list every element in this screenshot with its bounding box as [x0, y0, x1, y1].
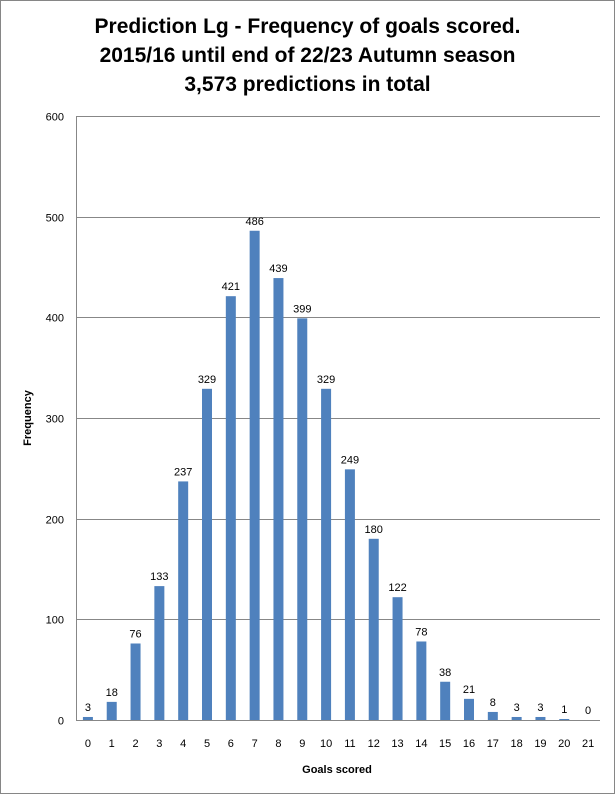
- data-label-8: 439: [269, 263, 287, 275]
- y-tick-label: 0: [58, 716, 64, 728]
- y-tick-label: 200: [46, 515, 64, 527]
- data-label-10: 329: [317, 374, 335, 386]
- x-tick-label-19: 19: [534, 738, 546, 750]
- x-tick-label-5: 5: [204, 738, 210, 750]
- data-label-0: 3: [85, 702, 91, 714]
- bar-9: [297, 318, 308, 720]
- x-axis-ticks: 0 1 2 3 4 5 6 7 8 9 10 11 12 13 14 15 16 17 18 19 20 21: [85, 738, 594, 750]
- x-tick-label-7: 7: [252, 738, 258, 750]
- data-label-19: 3: [537, 702, 543, 714]
- data-label-5: 329: [198, 374, 216, 386]
- x-tick-label-21: 21: [582, 738, 594, 750]
- data-label-7: 486: [245, 216, 263, 228]
- bar-2: [130, 643, 141, 720]
- x-tick-label-8: 8: [275, 738, 281, 750]
- data-label-12: 180: [365, 524, 383, 536]
- y-tick-label: 300: [46, 414, 64, 426]
- x-tick-label-0: 0: [85, 738, 91, 750]
- data-label-4: 237: [174, 466, 192, 478]
- x-tick-label-3: 3: [156, 738, 162, 750]
- bar-17: [487, 711, 498, 720]
- bar-18: [511, 716, 522, 720]
- data-label-15: 38: [439, 667, 451, 679]
- x-tick-label-1: 1: [109, 738, 115, 750]
- chart-title-line-2: 2015/16 until end of 22/23 Autumn season: [99, 44, 516, 67]
- data-label-21: 0: [585, 705, 591, 717]
- data-label-13: 122: [388, 582, 406, 594]
- bar-15: [440, 681, 451, 720]
- bar-7: [249, 230, 260, 720]
- bar-1: [106, 701, 117, 720]
- x-tick-label-9: 9: [299, 738, 305, 750]
- x-tick-label-14: 14: [415, 738, 427, 750]
- y-tick-label: 600: [46, 112, 64, 124]
- x-tick-label-18: 18: [511, 738, 523, 750]
- data-label-18: 3: [514, 702, 520, 714]
- gridlines: [76, 116, 600, 721]
- data-label-17: 8: [490, 697, 496, 709]
- y-axis-ticks: 0 100 200 300 400 500 600: [46, 112, 64, 728]
- bar-0: [82, 716, 93, 720]
- bar-8: [273, 278, 284, 720]
- x-axis-title: Goals scored: [302, 764, 372, 776]
- bars: [82, 230, 570, 720]
- bar-10: [321, 388, 332, 720]
- data-labels: 3187613323732942148643939932924918012278…: [85, 216, 591, 717]
- bar-12: [368, 538, 379, 720]
- data-label-20: 1: [561, 704, 567, 716]
- data-label-16: 21: [463, 684, 475, 696]
- x-tick-label-20: 20: [558, 738, 570, 750]
- x-tick-label-15: 15: [439, 738, 451, 750]
- chart-title-line-3: 3,573 predictions in total: [184, 73, 431, 96]
- data-label-1: 18: [106, 687, 118, 699]
- x-tick-label-13: 13: [391, 738, 403, 750]
- data-label-6: 421: [222, 281, 240, 293]
- bar-11: [344, 469, 355, 720]
- bar-4: [178, 481, 189, 720]
- bar-6: [225, 296, 236, 720]
- data-label-2: 76: [129, 628, 141, 640]
- data-label-3: 133: [150, 571, 168, 583]
- chart-title-line-1: Prediction Lg - Frequency of goals score…: [94, 15, 521, 38]
- x-tick-label-11: 11: [344, 738, 355, 750]
- bar-5: [202, 388, 212, 720]
- y-tick-label: 500: [46, 213, 64, 225]
- y-axis-title: Frequency: [22, 389, 34, 446]
- chart-title: Prediction Lg - Frequency of goals score…: [0, 12, 615, 99]
- bar-19: [535, 716, 546, 720]
- bar-3: [154, 586, 165, 720]
- bar-16: [464, 698, 474, 720]
- x-tick-label-17: 17: [487, 738, 499, 750]
- bar-20: [559, 718, 570, 720]
- data-label-9: 399: [293, 303, 311, 315]
- x-tick-label-12: 12: [368, 738, 380, 750]
- x-tick-label-6: 6: [228, 738, 234, 750]
- bar-13: [392, 597, 403, 720]
- x-tick-label-2: 2: [132, 738, 138, 750]
- y-tick-label: 100: [46, 615, 64, 627]
- x-tick-label-10: 10: [320, 738, 332, 750]
- x-tick-label-4: 4: [180, 738, 186, 750]
- y-tick-label: 400: [46, 313, 64, 325]
- x-tick-label-16: 16: [463, 738, 475, 750]
- data-label-11: 249: [341, 454, 359, 466]
- data-label-14: 78: [415, 626, 427, 638]
- bar-14: [416, 641, 427, 720]
